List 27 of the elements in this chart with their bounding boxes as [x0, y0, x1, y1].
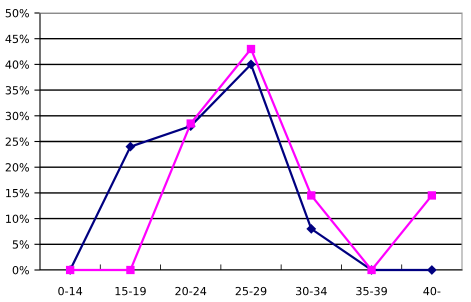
point	[246, 44, 256, 54]
y-tick-label: 0%	[12, 266, 29, 274]
x-tick-label: 0-14	[58, 286, 82, 296]
point	[126, 266, 135, 274]
x-tick-label: 20-24	[175, 286, 206, 296]
point	[427, 265, 436, 275]
y-tick-label: 10%	[6, 214, 29, 223]
point	[428, 191, 436, 200]
point	[246, 60, 256, 70]
y-tick-label: 25%	[6, 137, 29, 146]
y-tick-label: 30%	[6, 112, 29, 120]
y-tick-label: 50%	[6, 8, 29, 18]
x-tick-label: 25-29	[236, 286, 266, 296]
y-tick-label: 5%	[12, 240, 29, 249]
y-tick-label: 40%	[5, 60, 29, 69]
x-tick-label: 40-	[423, 286, 440, 296]
y-tick-label: 35%	[6, 86, 29, 94]
x-tick-label: 30-34	[296, 286, 327, 296]
y-tick-label: 20%	[6, 163, 29, 172]
point	[126, 142, 136, 152]
point	[186, 119, 195, 128]
point	[307, 191, 316, 200]
x-tick-label: 15-19	[116, 286, 146, 296]
point	[306, 224, 316, 234]
y-tick-label: 15%	[6, 188, 29, 198]
y-tick-label: 45%	[5, 34, 29, 44]
x-tick-label: 35-39	[356, 286, 387, 296]
